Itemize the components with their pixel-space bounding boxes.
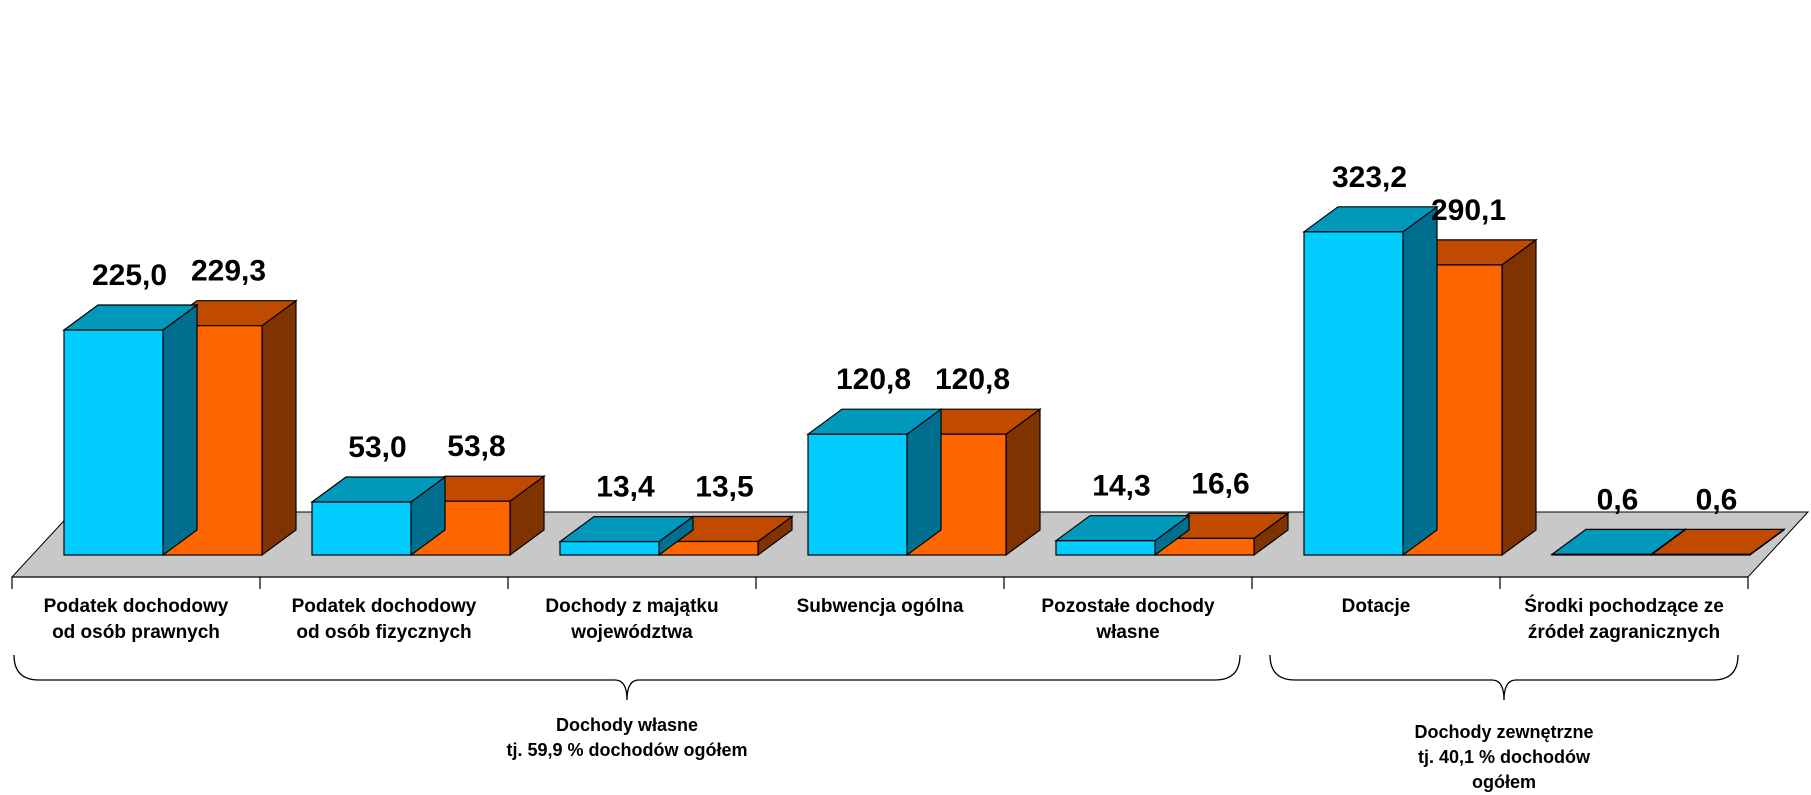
bar-side-s1-c1 (162, 303, 198, 557)
group-brackets: Dochody własne tj. 59,9 % dochodów ogółem… (13, 654, 1739, 792)
bar-s1-c4 (807, 433, 908, 556)
group-label-1-line-1: Dochody własne (556, 715, 698, 735)
value-label-s2-c4: 120,8 (935, 363, 1010, 396)
value-label-s1-c4: 120,8 (836, 363, 911, 396)
category-label-7: Środki pochodzące ze źródeł zagranicznych (1524, 595, 1724, 643)
bar-s2-c7 (1650, 553, 1751, 556)
value-label-s2-c1: 229,3 (191, 255, 266, 288)
bar-s1-c3 (559, 540, 660, 556)
bar-side-s1-c6 (1402, 205, 1438, 557)
value-label-s2-c3: 13,5 (695, 471, 753, 504)
value-label-s2-c7: 0,6 (1696, 483, 1738, 516)
group-label-1-line-2: tj. 59,9 % dochodów ogółem (506, 740, 747, 760)
bar-s1-c5 (1055, 540, 1156, 556)
value-label-s1-c3: 13,4 (596, 471, 655, 504)
category-label-1: Podatek dochodowy od osób prawnych (44, 596, 229, 643)
category-label-1-line-1: Podatek dochodowy (44, 596, 229, 617)
category-label-2-line-2: od osób fizycznych (296, 622, 471, 643)
category-axis: Podatek dochodowy od osób prawnychPodatek… (11, 576, 1749, 643)
bar-s1-c2 (311, 501, 412, 556)
bar-s1-c1 (63, 329, 164, 556)
bar-side-s2-c6 (1501, 238, 1537, 557)
group-label-2-line-1: Dochody zewnętrzne (1414, 722, 1593, 742)
bar-s1-c7 (1551, 553, 1652, 556)
category-label-5: Pozostałe dochody własne (1041, 596, 1215, 643)
value-label-s1-c1: 225,0 (92, 259, 167, 292)
category-label-4-line-1: Subwencja ogólna (797, 596, 964, 617)
value-labels: 229,3 225,0 53,8 53,0 13,5 13,4 120,8 120,8 16,6… (92, 161, 1737, 517)
category-label-5-line-2: własne (1095, 622, 1159, 643)
category-label-7-line-2: źródeł zagranicznych (1528, 622, 1720, 643)
category-label-6-line-1: Dotacje (1342, 596, 1411, 617)
group-label-2-line-2: tj. 40,1 % dochodów (1418, 747, 1591, 767)
value-label-s2-c2: 53,8 (447, 430, 505, 463)
category-label-4: Subwencja ogólna (797, 596, 964, 617)
category-label-2: Podatek dochodowy od osób fizycznych (292, 596, 477, 643)
group-label-2-line-3: ogółem (1472, 772, 1536, 792)
value-label-s1-c2: 53,0 (348, 431, 406, 464)
chart-bars (62, 205, 1786, 557)
group-label-2: Dochody zewnętrzne tj. 40,1 % dochodów ogó… (1414, 722, 1593, 792)
value-label-s1-c5: 14,3 (1092, 470, 1150, 503)
bar-s1-c6 (1303, 231, 1404, 556)
value-label-s2-c6: 290,1 (1431, 194, 1506, 227)
category-label-5-line-1: Pozostałe dochody (1041, 596, 1215, 617)
category-label-7-line-1: Środki pochodzące ze (1524, 595, 1724, 617)
group-label-1: Dochody własne tj. 59,9 % dochodów ogółem (506, 715, 747, 760)
category-label-1-line-2: od osób prawnych (52, 622, 220, 643)
category-label-3-line-1: Dochody z majątku (545, 596, 718, 617)
category-label-3-line-2: województwa (570, 622, 693, 643)
category-label-3: Dochody z majątku województwa (545, 596, 718, 643)
group-brace-1 (13, 654, 1241, 701)
group-brace-2 (1269, 654, 1739, 701)
bar-side-s2-c1 (261, 299, 297, 557)
category-label-6: Dotacje (1342, 596, 1411, 617)
value-label-s1-c6: 323,2 (1332, 161, 1407, 194)
value-label-s2-c5: 16,6 (1191, 467, 1249, 500)
category-label-2-line-1: Podatek dochodowy (292, 596, 477, 617)
value-label-s1-c7: 0,6 (1597, 483, 1639, 516)
